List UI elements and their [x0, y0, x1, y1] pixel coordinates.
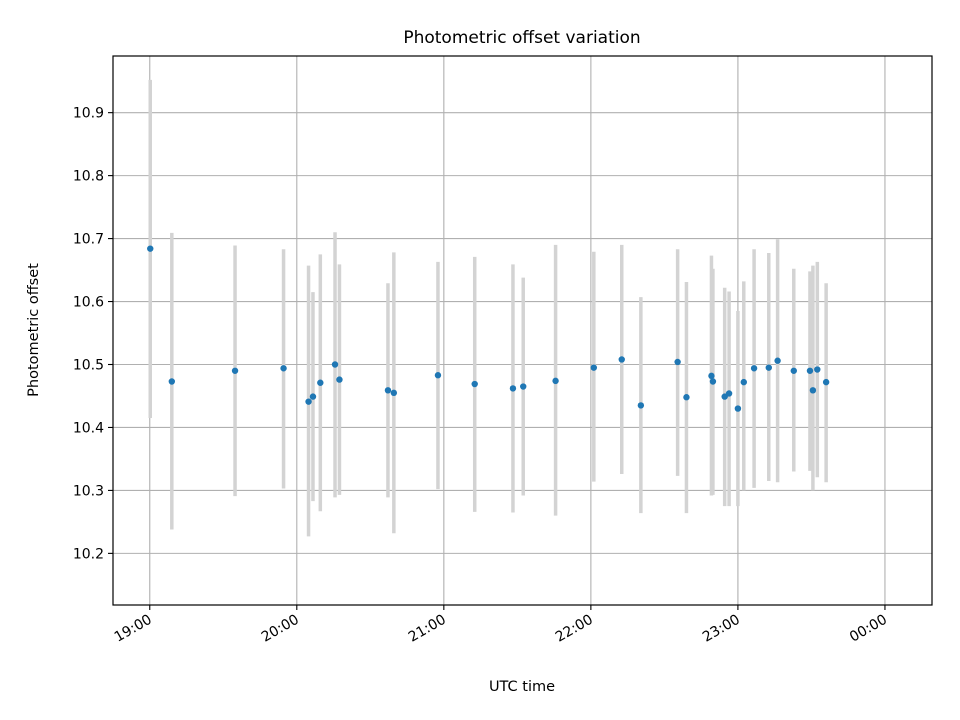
data-point [674, 358, 681, 366]
y-tick-label: 10.3 [73, 483, 104, 499]
data-point [618, 356, 625, 363]
data-point [814, 366, 821, 373]
y-tick-label: 10.5 [73, 357, 104, 373]
data-point [509, 385, 517, 392]
data-point [822, 378, 830, 386]
data-point [806, 367, 814, 374]
data-point [552, 377, 559, 385]
x-axis-label: UTC time [489, 679, 555, 695]
y-tick-label: 10.2 [73, 546, 104, 562]
data-point [471, 380, 478, 388]
data-point [168, 378, 176, 385]
data-point [725, 390, 733, 397]
data-point [336, 376, 343, 383]
data-point [734, 405, 742, 412]
data-point [790, 367, 797, 374]
y-tick-label: 10.9 [73, 106, 104, 122]
data-point [683, 394, 690, 401]
data-point [750, 365, 758, 372]
data-point [590, 364, 598, 371]
data-point [390, 389, 398, 397]
y-tick-label: 10.6 [73, 295, 104, 311]
data-point [637, 402, 645, 409]
y-tick-label: 10.4 [73, 420, 104, 436]
data-point [331, 361, 339, 368]
chart-title: Photometric offset variation [403, 28, 640, 48]
data-point [765, 364, 772, 371]
data-point [520, 383, 527, 390]
data-point [231, 367, 239, 374]
y-tick-label: 10.8 [73, 169, 104, 185]
data-point [709, 378, 717, 385]
data-point [280, 365, 287, 372]
plot-frame [112, 55, 933, 606]
data-point [434, 372, 442, 379]
data-point [309, 393, 317, 400]
y-tick-label: 10.7 [73, 232, 104, 248]
data-point [774, 357, 781, 364]
y-axis-label: Photometric offset [26, 263, 42, 397]
data-point [305, 398, 312, 405]
data-point [384, 387, 392, 394]
point-layer [147, 245, 830, 412]
data-point [721, 393, 728, 400]
data-point [147, 245, 154, 252]
data-point [317, 379, 324, 386]
data-point [740, 378, 747, 386]
data-point [809, 387, 817, 394]
data-point [708, 372, 715, 380]
